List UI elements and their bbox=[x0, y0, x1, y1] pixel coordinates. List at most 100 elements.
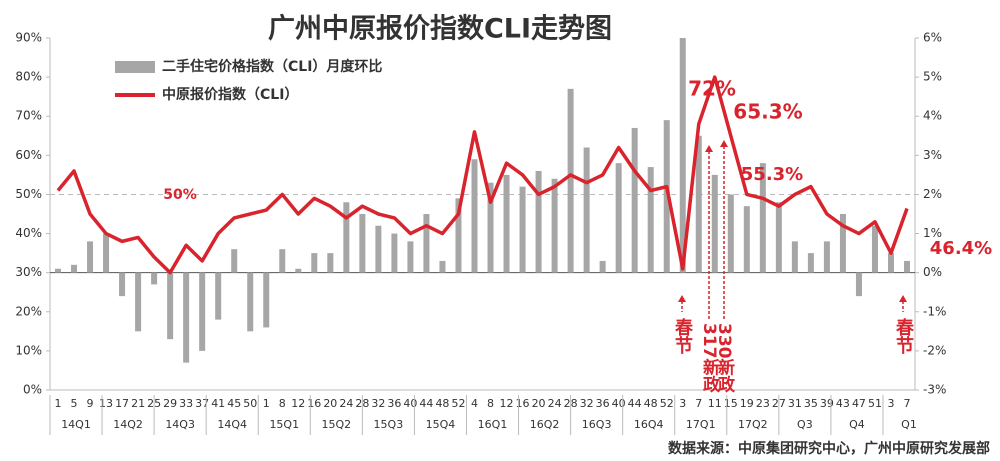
x-tick-label: 21 bbox=[131, 397, 145, 410]
bar bbox=[103, 233, 110, 273]
bar bbox=[199, 272, 206, 351]
bar bbox=[439, 260, 446, 273]
x-tick-label: 40 bbox=[612, 397, 626, 410]
annotation: 55.3% bbox=[741, 164, 803, 185]
bar bbox=[807, 253, 814, 273]
x-tick-label: 52 bbox=[451, 397, 465, 410]
x-tick-label: 15 bbox=[724, 397, 738, 410]
bar bbox=[727, 194, 734, 273]
x-tick-label: 44 bbox=[419, 397, 433, 410]
y2-tick-label: 6% bbox=[923, 31, 942, 45]
y-tick-label: 50% bbox=[15, 187, 42, 201]
bar bbox=[567, 88, 574, 273]
bar bbox=[151, 272, 158, 285]
x-tick-label: 24 bbox=[548, 397, 562, 410]
x-tick-label: 36 bbox=[387, 397, 401, 410]
y2-tick-label: -2% bbox=[923, 343, 946, 357]
x-tick-label: 51 bbox=[868, 397, 882, 410]
bar bbox=[775, 202, 782, 273]
quarter-label: 16Q1 bbox=[478, 418, 508, 431]
quarter-label: 14Q3 bbox=[165, 418, 195, 431]
x-tick-label: 36 bbox=[596, 397, 610, 410]
annotation: 72% bbox=[688, 77, 736, 101]
bar bbox=[231, 249, 238, 273]
bar bbox=[583, 147, 590, 273]
quarter-label: 14Q1 bbox=[61, 418, 91, 431]
annotation: 春节 bbox=[672, 317, 693, 355]
annotation: 春节 bbox=[893, 317, 914, 355]
bar bbox=[695, 135, 702, 273]
bar bbox=[743, 206, 750, 273]
bar bbox=[615, 163, 622, 273]
x-tick-label: 37 bbox=[195, 397, 209, 410]
bar bbox=[839, 214, 846, 273]
quarter-label: Q3 bbox=[797, 418, 813, 431]
x-tick-label: 48 bbox=[435, 397, 449, 410]
x-tick-label: 45 bbox=[227, 397, 241, 410]
quarter-label: 14Q4 bbox=[217, 418, 247, 431]
x-tick-label: 16 bbox=[307, 397, 321, 410]
bar bbox=[327, 253, 334, 273]
bar bbox=[359, 214, 366, 273]
line bbox=[56, 75, 909, 275]
bar bbox=[711, 174, 718, 273]
annotation: 65.3% bbox=[733, 100, 802, 124]
bar bbox=[311, 253, 318, 273]
bar bbox=[855, 272, 862, 297]
bar bbox=[343, 202, 350, 273]
x-tick-label: 33 bbox=[179, 397, 193, 410]
x-tick-label: 48 bbox=[644, 397, 658, 410]
arrow-head bbox=[720, 140, 728, 147]
x-tick-label: 40 bbox=[403, 397, 417, 410]
bar bbox=[423, 214, 430, 273]
y2-tick-label: -1% bbox=[923, 304, 946, 318]
arrow-head bbox=[678, 295, 686, 302]
x-tick-label: 43 bbox=[836, 397, 850, 410]
bar bbox=[247, 272, 254, 332]
quarter-label: 15Q3 bbox=[374, 418, 404, 431]
legend-label: 二手住宅价格指数（CLI）月度环比 bbox=[162, 58, 382, 75]
x-tick-label: 3 bbox=[887, 397, 894, 410]
bar bbox=[183, 272, 190, 363]
y2-tick-label: -3% bbox=[923, 383, 946, 397]
x-tick-label: 12 bbox=[500, 397, 514, 410]
y-tick-label: 0% bbox=[23, 383, 42, 397]
bar bbox=[375, 225, 382, 273]
x-tick-label: 17 bbox=[115, 397, 129, 410]
y-tick-label: 80% bbox=[15, 70, 42, 84]
x-tick-label: 32 bbox=[580, 397, 594, 410]
source-note: 数据来源：中原集团研究中心，广州中原研究发展部 bbox=[668, 440, 990, 457]
y-tick-label: 70% bbox=[15, 109, 42, 123]
quarter-label: 16Q3 bbox=[582, 418, 612, 431]
bar bbox=[551, 178, 558, 273]
x-tick-label: 24 bbox=[339, 397, 353, 410]
quarter-label: 14Q2 bbox=[113, 418, 143, 431]
arrow-head bbox=[705, 145, 713, 152]
annotation: 46.4% bbox=[930, 238, 992, 259]
x-tick-label: 29 bbox=[163, 397, 177, 410]
quarter-label: 17Q1 bbox=[686, 418, 716, 431]
bar bbox=[871, 225, 878, 273]
y-tick-label: 30% bbox=[15, 265, 42, 279]
x-tick-label: 16 bbox=[516, 397, 530, 410]
y2-tick-label: 1% bbox=[923, 226, 942, 240]
y-tick-label: 10% bbox=[15, 343, 42, 357]
bar bbox=[679, 38, 686, 273]
bar bbox=[119, 272, 126, 297]
x-tick-label: 31 bbox=[788, 397, 802, 410]
bar bbox=[295, 268, 302, 273]
x-tick-label: 7 bbox=[904, 397, 911, 410]
y-tick-label: 60% bbox=[15, 148, 42, 162]
annotation: 317新政 bbox=[699, 323, 720, 393]
x-tick-label: 8 bbox=[279, 397, 286, 410]
x-tick-label: 1 bbox=[55, 397, 62, 410]
x-tick-label: 12 bbox=[291, 397, 305, 410]
x-tick-label: 47 bbox=[852, 397, 866, 410]
y2-tick-label: 4% bbox=[923, 109, 942, 123]
x-tick-label: 3 bbox=[679, 397, 686, 410]
x-tick-label: 52 bbox=[660, 397, 674, 410]
bar bbox=[823, 241, 830, 273]
bar bbox=[55, 268, 61, 273]
y2-tick-label: 5% bbox=[923, 70, 942, 84]
